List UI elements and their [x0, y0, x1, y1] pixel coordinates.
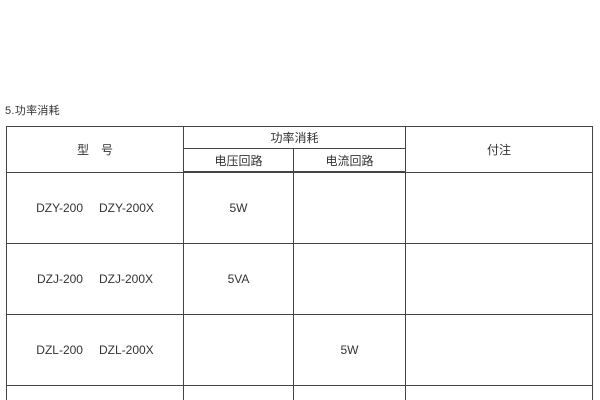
table-row: DZJ-200 DZJ-200X 5VA — [6, 242, 594, 315]
current-cell — [292, 171, 407, 244]
header-row-top: 型 号 功率消耗 付注 — [6, 126, 594, 173]
current-cell: 2.5W — [292, 384, 407, 400]
current-cell — [292, 242, 407, 315]
header-notes: 付注 — [405, 126, 594, 173]
note-cell — [405, 313, 594, 386]
header-current-circuit: 电流回路 — [292, 148, 407, 173]
header-row-sub: 电压回路 电流回路 — [7, 148, 593, 173]
section-title: 5.功率消耗 — [5, 105, 60, 117]
model-cell: DZJ-200 DZJ-200X — [6, 242, 184, 315]
model-cell: DZY-200 DZY-200X — [6, 171, 184, 244]
model-pair: DZL-200 DZL-200X — [8, 342, 183, 357]
header-voltage-circuit: 电压回路 — [183, 148, 294, 173]
model-name-variant: DZY-200X — [99, 200, 154, 215]
power-consumption-table: 型 号 功率消耗 付注 电压回路 电流回路 DZY-200 DZY-200X 5… — [6, 126, 594, 400]
header-power-consumption: 功率消耗 — [182, 126, 407, 149]
voltage-cell: 5W — [183, 384, 294, 400]
note-cell: 电流动作规格5W — [405, 384, 594, 400]
model-pair: DZY-200 DZY-200X — [8, 200, 183, 215]
model-name-variant: DZL-200X — [98, 342, 154, 357]
note-cell — [405, 171, 594, 244]
table-row: DZL-200 DZL-200X 5W — [6, 313, 594, 386]
model-cell: DZB-200 DZB-200X — [6, 384, 184, 400]
note-cell — [405, 242, 594, 315]
model-name-variant: DZJ-200X — [98, 271, 154, 286]
voltage-cell: 5W — [183, 171, 294, 244]
voltage-cell — [183, 313, 294, 386]
table-row: DZY-200 DZY-200X 5W — [6, 171, 594, 244]
model-pair: DZJ-200 DZJ-200X — [8, 271, 183, 286]
voltage-cell: 5VA — [183, 242, 294, 315]
table-row: DZB-200 DZB-200X 5W 2.5W 电流动作规格5W — [6, 384, 594, 400]
current-cell: 5W — [292, 313, 407, 386]
model-name-primary: DZY-200 — [36, 200, 83, 215]
model-name-primary: DZL-200 — [36, 342, 83, 357]
model-cell: DZL-200 DZL-200X — [6, 313, 184, 386]
header-model: 型 号 — [6, 126, 184, 173]
model-name-primary: DZJ-200 — [36, 271, 83, 286]
